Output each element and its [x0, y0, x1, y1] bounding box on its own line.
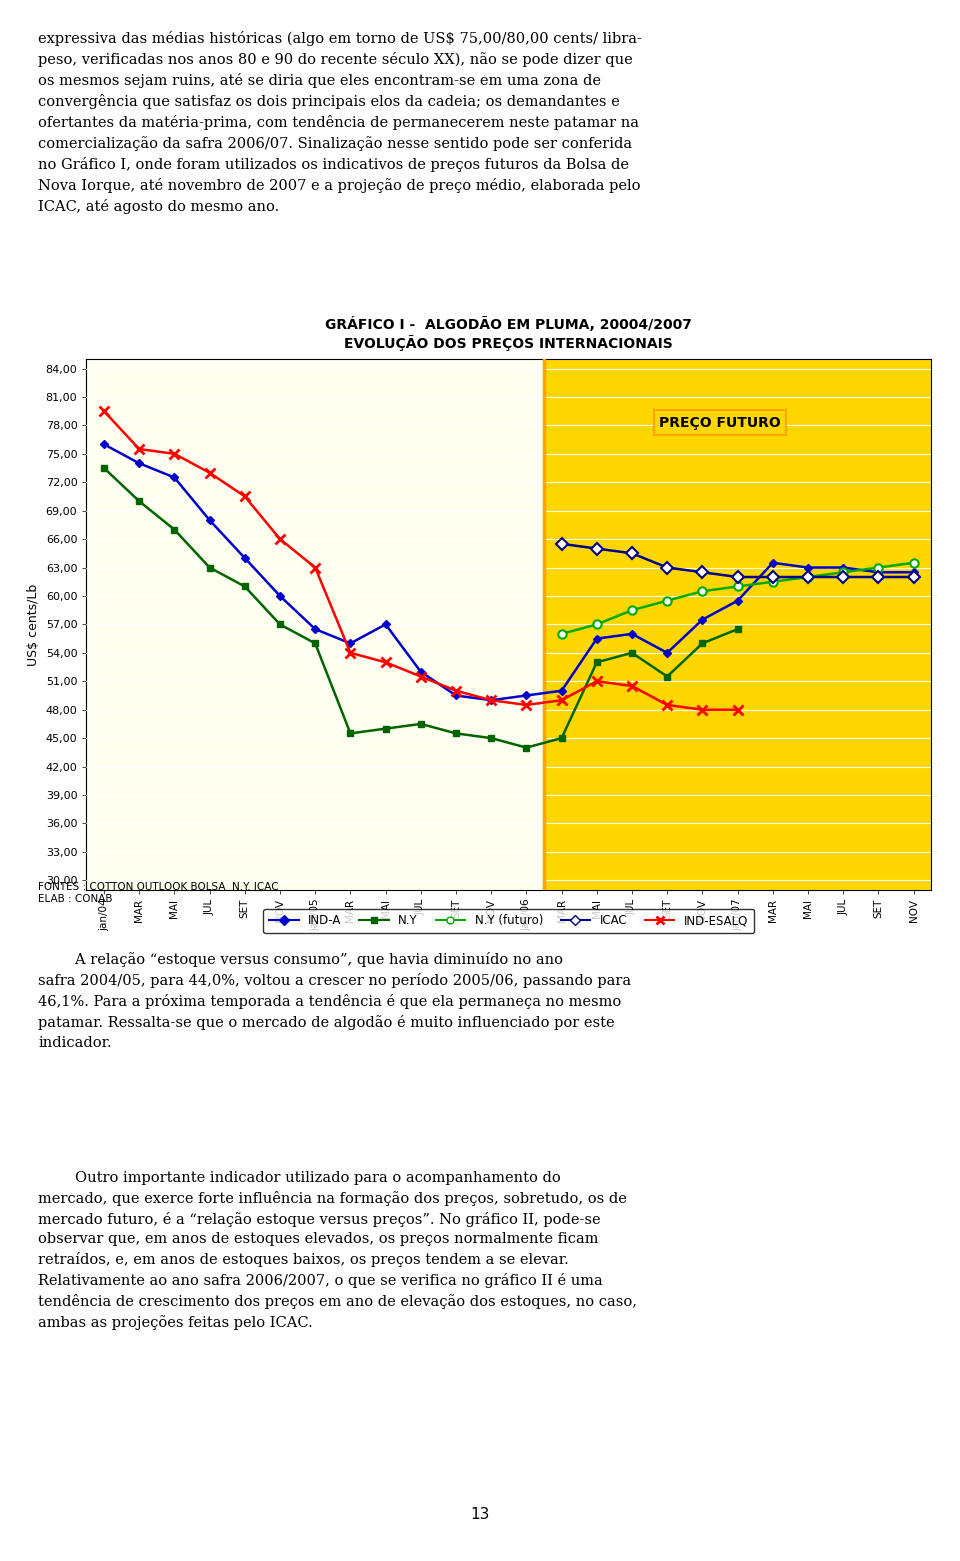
Text: A relação “estoque versus consumo”, que havia diminuído no ano
safra 2004/05, pa: A relação “estoque versus consumo”, que … [38, 952, 632, 1049]
Text: FONTES : COTTON OUTLOOK BOLSA  N.Y. ICAC
ELAB : CONAB: FONTES : COTTON OUTLOOK BOLSA N.Y. ICAC … [38, 882, 279, 904]
Text: PREÇO FUTURO: PREÇO FUTURO [660, 415, 780, 429]
Text: Outro importante indicador utilizado para o acompanhamento do
mercado, que exerc: Outro importante indicador utilizado par… [38, 1171, 637, 1330]
Bar [86, 359, 544, 890]
Title: GRÁFICO I -  ALGODÃO EM PLUMA, 20004/2007
EVOLUÇÃO DOS PREÇOS INTERNACIONAIS: GRÁFICO I - ALGODÃO EM PLUMA, 20004/2007… [325, 317, 692, 351]
Legend: IND-A, N.Y, N.Y (futuro), ICAC, IND-ESALQ: IND-A, N.Y, N.Y (futuro), ICAC, IND-ESAL… [263, 909, 755, 933]
Y-axis label: US$ cents/Lb: US$ cents/Lb [27, 584, 40, 665]
Bar [544, 359, 931, 890]
Text: 13: 13 [470, 1506, 490, 1522]
Text: expressiva das médias históricas (algo em torno de US$ 75,00/80,00 cents/ libra-: expressiva das médias históricas (algo e… [38, 31, 642, 214]
